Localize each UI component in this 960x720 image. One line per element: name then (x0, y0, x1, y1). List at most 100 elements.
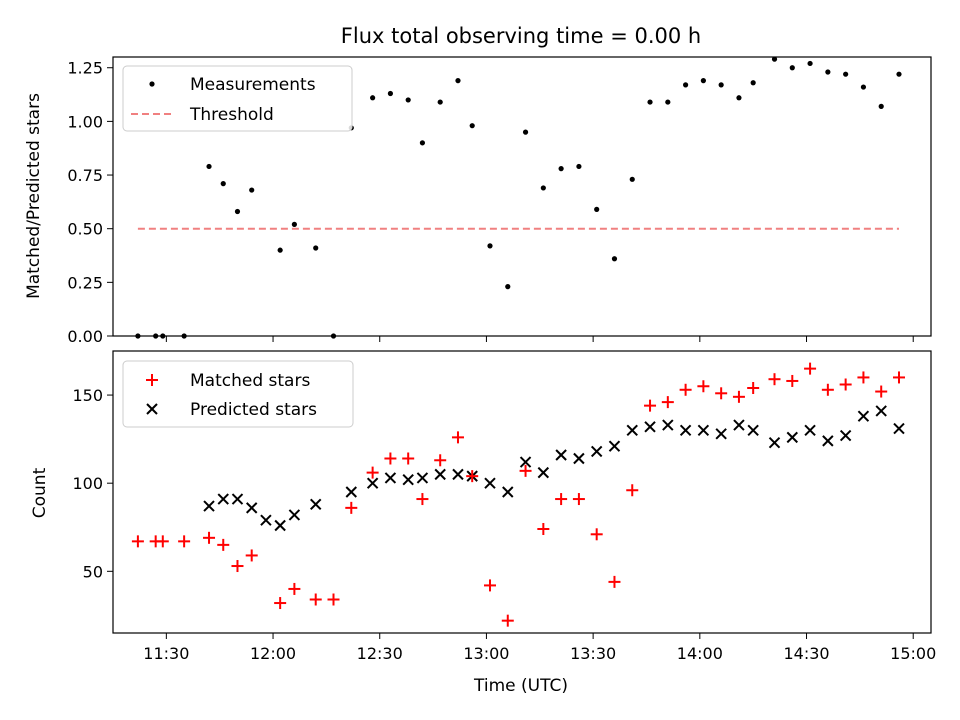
top-y-tick-label: 1.25 (67, 59, 103, 78)
top-marks (135, 56, 902, 339)
predicted-point (245, 502, 258, 514)
top-y-tick-label: 0.00 (67, 327, 103, 346)
predicted-point (573, 452, 585, 465)
measurement-point (387, 90, 394, 97)
measurement-point (277, 247, 283, 253)
predicted-point (644, 421, 656, 433)
matched-point (644, 399, 657, 412)
legend-predicted-label: Predicted stars (190, 400, 317, 420)
predicted-point (452, 468, 464, 481)
predicted-point (626, 424, 638, 437)
matched-point (732, 390, 745, 403)
measurement-point (700, 78, 706, 84)
predicted-point (768, 436, 781, 449)
measurement-point (750, 80, 756, 86)
predicted-point (875, 405, 887, 417)
x-tick-label: 15:00 (890, 644, 936, 663)
predicted-point (537, 466, 550, 479)
measurement-point (469, 123, 475, 129)
x-tick-label: 11:30 (143, 644, 189, 663)
measurement-point (594, 206, 600, 212)
measurement-point (843, 71, 849, 77)
predicted-point (366, 477, 379, 489)
bottom-y-tick-label: 50 (83, 562, 103, 581)
matched-point (231, 560, 244, 573)
x-tick-label: 14:00 (677, 644, 723, 663)
measurement-point (522, 129, 529, 135)
bottom-y-ticks: 50 100 150 (72, 386, 113, 581)
measurement-point (437, 99, 443, 105)
predicted-point (402, 473, 414, 486)
matched-point (839, 378, 852, 391)
measurement-point (220, 181, 226, 187)
x-tick-label: 14:30 (783, 644, 829, 663)
measurement-point (665, 99, 671, 105)
predicted-point (679, 424, 692, 437)
predicted-point (555, 449, 567, 461)
predicted-point (217, 493, 229, 505)
measurement-point (455, 78, 461, 84)
measurement-point (370, 95, 376, 101)
x-tick-label: 13:30 (570, 644, 616, 663)
top-legend-box (122, 65, 353, 132)
x-tick-label: 12:00 (250, 644, 296, 663)
matched-point (327, 593, 340, 606)
predicted-point (804, 424, 816, 437)
predicted-point (662, 419, 674, 431)
bottom-y-axis-label: Count (30, 467, 50, 518)
bottom-y-tick-label: 150 (72, 386, 103, 405)
legend-x-icon (146, 403, 158, 415)
measurement-point (736, 95, 742, 101)
top-y-tick-label: 0.50 (67, 220, 103, 239)
measurement-point (878, 103, 884, 109)
predicted-point (893, 422, 905, 435)
matched-point (590, 528, 603, 541)
measurement-point (896, 71, 902, 77)
predicted-point (231, 493, 244, 505)
measurement-point (419, 140, 426, 146)
measurement-point (505, 284, 511, 290)
measurement-point (313, 245, 319, 251)
predicted-point (484, 477, 496, 489)
matched-point (804, 362, 817, 375)
measurement-point (647, 99, 653, 105)
top-y-tick-label: 0.25 (67, 273, 103, 292)
matched-point (416, 493, 429, 506)
matched-point (857, 371, 870, 384)
matched-point (156, 535, 169, 548)
matched-point (309, 593, 322, 606)
matched-point (402, 452, 415, 465)
measurement-point (807, 60, 813, 67)
matched-point (786, 374, 799, 387)
matched-point (451, 431, 464, 444)
matched-point (434, 454, 447, 467)
x-tick-label: 13:00 (463, 644, 509, 663)
matched-point (747, 382, 760, 395)
measurement-point (291, 221, 297, 227)
top-y-tick-label: 1.00 (67, 112, 103, 131)
bottom-y-tick-label: 100 (72, 474, 103, 493)
predicted-point (384, 472, 397, 484)
top-legend: Measurements Threshold (122, 65, 353, 132)
matched-point (572, 493, 585, 506)
matched-point (274, 597, 287, 610)
predicted-point (260, 514, 272, 526)
legend-matched-label: Matched stars (190, 371, 310, 391)
matched-point (768, 373, 781, 386)
matched-point (875, 385, 888, 398)
measurement-point (789, 65, 795, 71)
measurement-point (860, 84, 867, 90)
matched-point (608, 575, 621, 588)
predicted-point (519, 456, 532, 468)
matched-point (203, 531, 216, 544)
measurement-point (487, 243, 493, 249)
top-y-tick-label: 0.75 (67, 166, 103, 185)
predicted-point (822, 435, 834, 447)
predicted-point (747, 424, 759, 437)
measurement-point (249, 187, 255, 193)
predicted-point (839, 429, 852, 442)
top-y-ticks: 0.00 0.25 0.50 0.75 1.00 1.25 (67, 59, 113, 346)
predicted-point (434, 468, 446, 481)
predicted-point (310, 498, 322, 511)
bottom-x-ticks: 11:30 12:00 12:30 13:00 13:30 14:00 14:30 15:00 (143, 633, 936, 663)
